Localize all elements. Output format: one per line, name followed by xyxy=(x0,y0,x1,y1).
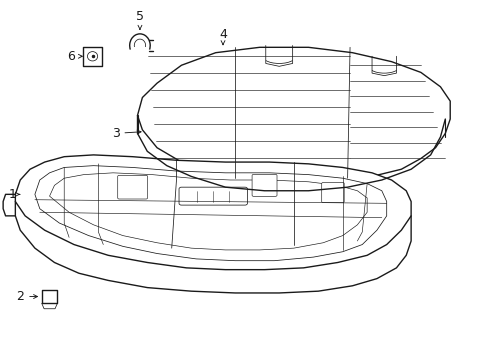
Polygon shape xyxy=(42,290,57,303)
FancyBboxPatch shape xyxy=(252,175,277,196)
Text: 4: 4 xyxy=(219,28,227,45)
FancyBboxPatch shape xyxy=(179,187,247,205)
Polygon shape xyxy=(83,47,102,66)
Text: 5: 5 xyxy=(136,10,144,29)
Text: 3: 3 xyxy=(112,127,141,140)
Text: 1: 1 xyxy=(9,188,20,201)
FancyBboxPatch shape xyxy=(118,175,147,199)
Polygon shape xyxy=(15,155,411,270)
Text: 2: 2 xyxy=(16,290,37,303)
Polygon shape xyxy=(138,47,450,180)
FancyBboxPatch shape xyxy=(322,183,344,203)
Text: 6: 6 xyxy=(68,50,82,63)
